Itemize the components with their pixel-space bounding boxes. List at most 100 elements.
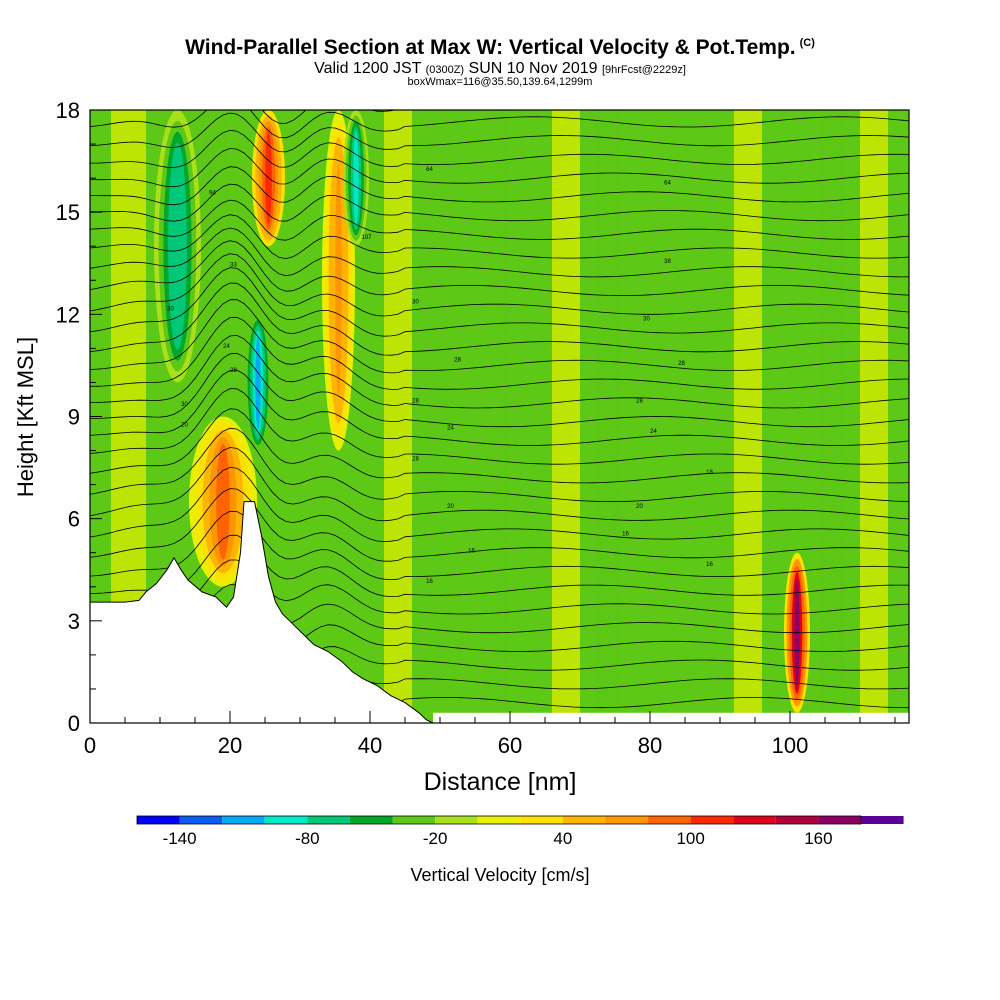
theta-contour-line: [90, 110, 909, 139]
colorbar-swatch: [520, 816, 563, 824]
terrain-mask: [89, 501, 909, 724]
theta-label: 30: [643, 317, 650, 323]
colorbar-swatch: [775, 816, 819, 824]
field-band: [384, 110, 412, 723]
colorbar-tick-label: -80: [295, 829, 320, 848]
theta-label: 107: [361, 235, 372, 241]
x-tick-label: 60: [498, 733, 522, 758]
theta-contour-line: [90, 584, 909, 634]
colorbar-swatch: [605, 816, 649, 824]
x-tick-label: 100: [772, 733, 809, 758]
chart-title-text: Wind-Parallel Section at Max W: Vertical…: [185, 36, 796, 59]
zulu-time: (0300Z): [425, 64, 465, 76]
theta-contour-line: [90, 166, 909, 206]
theta-contour-line: [90, 199, 909, 241]
theta-label: 30: [181, 402, 188, 408]
theta-contour-line: [90, 316, 909, 390]
theta-label: 20: [181, 422, 188, 428]
theta-contours: [90, 110, 909, 717]
colorbar-label: Vertical Velocity [cm/s]: [410, 865, 589, 885]
theta-contour-line: [90, 369, 909, 446]
theta-contour-line: [90, 510, 909, 581]
theta-label: 38: [664, 259, 671, 265]
colorbar-swatch: [435, 816, 478, 824]
theta-label: 24: [650, 429, 657, 435]
colorbar-swatch: [648, 816, 691, 824]
theta-label: 16: [622, 531, 629, 537]
theta-contour-line: [90, 466, 909, 543]
theta-label: 64: [426, 167, 433, 173]
chart-subtitle: Valid 1200 JST (0300Z) SUN 10 Nov 2019 […: [0, 60, 1000, 78]
colorbar-tick-label: 40: [553, 829, 572, 848]
theta-label: 16: [706, 562, 713, 568]
theta-contour-line: [90, 408, 909, 484]
theta-contour-line: [90, 267, 909, 337]
x-tick-label: 40: [358, 733, 382, 758]
theta-label: 30: [167, 307, 174, 313]
field-blob: [255, 336, 261, 429]
theta-contour-line: [90, 253, 909, 317]
theta-contour-line: [90, 240, 909, 296]
theta-label: 18: [706, 470, 713, 476]
theta-label: 94: [209, 191, 216, 197]
y-tick-label: 6: [68, 507, 80, 532]
field-band: [552, 110, 580, 723]
forecast-info: [9hrFcst@2229z]: [601, 64, 686, 76]
theta-contour-line: [90, 183, 909, 222]
theta-label: 16: [468, 548, 475, 554]
field-band: [860, 110, 888, 723]
colorbar-swatch: [818, 816, 861, 824]
theta-contour-line: [90, 129, 909, 168]
colorbar-swatch: [307, 816, 350, 824]
axes: 0 20 40 60 80 100 0 3 6 9 12 15 18: [56, 98, 896, 758]
y-tick-label: 0: [68, 711, 80, 736]
theta-label: 24: [223, 344, 230, 350]
field-band: [734, 110, 762, 723]
colorbar-swatch: [179, 816, 223, 824]
theta-label: 20: [447, 504, 454, 510]
colorbar: -140 -80 -20 40 100 160: [136, 815, 904, 848]
colorbar-swatch: [392, 816, 436, 824]
colorbar-frame: [136, 815, 862, 825]
theta-label: 28: [412, 398, 419, 404]
colorbar-swatch: [562, 816, 606, 824]
theta-contour-line: [90, 559, 909, 615]
theta-label: 30: [412, 300, 419, 306]
y-tick-label: 3: [68, 609, 80, 634]
colorbar-tick-label: 100: [676, 829, 704, 848]
x-axis-label: Distance [nm]: [424, 768, 577, 796]
box-info: boxWmax=116@35.50,139.64,1299m: [407, 76, 593, 88]
field-band: [594, 110, 622, 723]
field-blob: [172, 153, 183, 339]
theta-contour-line: [90, 214, 909, 260]
theta-label: 28: [678, 361, 685, 367]
y-tick-label: 18: [56, 98, 80, 123]
ground-strip: [433, 712, 909, 723]
valid-date: SUN 10 Nov 2019: [468, 60, 598, 77]
theta-label: 64: [664, 181, 671, 187]
colorbar-swatch: [349, 816, 393, 824]
colorbar-swatch: [861, 816, 904, 824]
theta-label: 16: [426, 579, 433, 585]
y-tick-label: 15: [56, 200, 80, 225]
colorbar-swatch: [137, 816, 180, 824]
theta-label: 24: [447, 426, 454, 432]
theta-contour-line: [90, 112, 909, 153]
y-tick-label: 9: [68, 405, 80, 430]
field-blob: [353, 131, 359, 225]
x-tick-label: 0: [84, 733, 96, 758]
theta-label: 20: [636, 504, 643, 510]
theta-contour-line: [90, 148, 909, 188]
x-tick-label: 20: [218, 733, 242, 758]
colorbar-tick-label: -20: [423, 829, 448, 848]
field-blob: [216, 443, 230, 560]
theta-contour-line: [90, 352, 909, 428]
theta-contour-line: [90, 427, 909, 502]
theta-label: 28: [412, 456, 419, 462]
x-tick-label: 80: [638, 733, 662, 758]
y-tick-label: 12: [56, 302, 80, 327]
y-axis-label: Height [Kft MSL]: [13, 337, 38, 497]
field-blob: [335, 164, 342, 397]
valid-time: Valid 1200 JST: [314, 60, 422, 77]
